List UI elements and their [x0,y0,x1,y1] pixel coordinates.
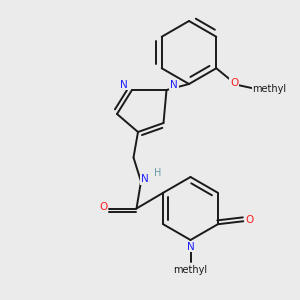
Text: N: N [170,80,178,90]
Text: N: N [187,242,194,252]
Text: H: H [154,168,161,178]
Text: O: O [99,202,108,212]
Text: methyl: methyl [252,84,286,94]
Text: methyl: methyl [173,265,208,275]
Text: N: N [141,174,148,184]
Text: O: O [230,78,238,88]
Text: O: O [246,215,254,225]
Text: N: N [120,80,128,90]
